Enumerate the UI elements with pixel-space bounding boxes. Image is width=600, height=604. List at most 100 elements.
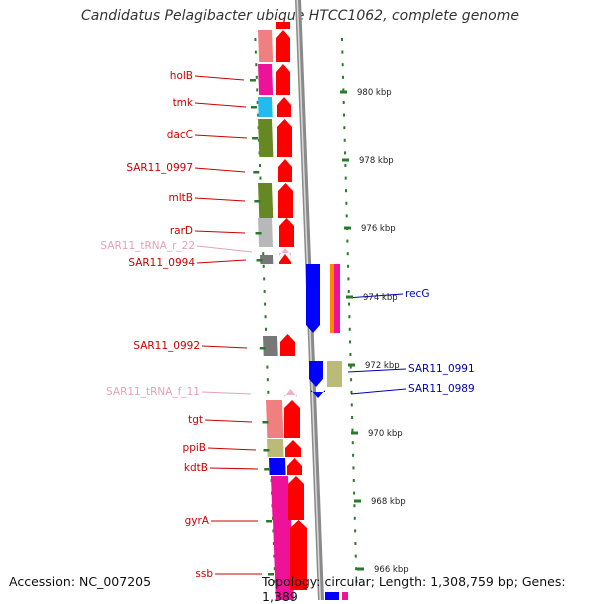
gene-label-sar11-0994[interactable]: SAR11_0994: [128, 257, 195, 269]
gene-label-tgt[interactable]: tgt: [188, 414, 203, 426]
outer-tick-dot: [348, 327, 351, 331]
outer-tick-dot: [353, 504, 356, 508]
gene-leader-line: [196, 259, 247, 264]
forward-gene-arrow[interactable]: [277, 119, 292, 157]
outer-tick-dot: [352, 466, 355, 470]
forward-gene-arrow[interactable]: [276, 22, 290, 29]
scale-tick-label: 972 kbp: [365, 361, 400, 371]
trna-arrow[interactable]: [284, 389, 297, 397]
forward-gene-arrow[interactable]: [284, 400, 300, 438]
gene-label-holb[interactable]: holB: [170, 70, 193, 82]
forward-gene-arrow[interactable]: [276, 30, 290, 62]
inner-tick-dot: [255, 63, 258, 67]
forward-gene-arrow[interactable]: [288, 476, 304, 520]
gene-leader-line: [345, 293, 404, 299]
scale-tick: [342, 158, 349, 162]
inner-scale-tick: [253, 171, 260, 174]
outer-tick-dot: [343, 138, 346, 142]
outer-tick-dot: [347, 264, 350, 268]
scale-tick: [354, 499, 361, 503]
forward-gene-arrow[interactable]: [290, 520, 307, 590]
gene-label-sar11-0989[interactable]: SAR11_0989: [408, 383, 475, 395]
gene-label-rard[interactable]: rarD: [170, 225, 193, 237]
gene-label-ppib[interactable]: ppiB: [183, 442, 206, 454]
outer-tick-dot: [354, 529, 357, 533]
inner-scale-tick: [252, 137, 259, 140]
cog-color-block: [269, 458, 286, 475]
outer-tick-dot: [351, 441, 354, 445]
reverse-gene-arrow[interactable]: [325, 592, 339, 600]
outer-tick-dot: [350, 403, 353, 407]
gene-leader-line: [209, 467, 259, 470]
cog-color-block: [327, 361, 337, 387]
reverse-gene-arrow[interactable]: [311, 390, 325, 398]
gene-label-gyra[interactable]: gyrA: [185, 515, 210, 527]
outer-tick-dot: [341, 63, 344, 67]
inner-tick-dot: [264, 315, 267, 319]
cog-color-block: [258, 218, 274, 247]
gene-label-sar11-0997[interactable]: SAR11_0997: [126, 162, 193, 174]
inner-scale-tick: [249, 79, 256, 82]
inner-scale-tick: [262, 421, 269, 424]
inner-tick-dot: [263, 290, 266, 293]
gene-label-sar11-0991[interactable]: SAR11_0991: [408, 363, 475, 375]
gene-leader-line: [207, 447, 257, 451]
outer-tick-dot: [342, 101, 345, 104]
forward-gene-arrow[interactable]: [279, 218, 294, 247]
gene-label-recg[interactable]: recG: [405, 288, 429, 300]
outer-tick-dot: [354, 554, 357, 558]
trna-arrow[interactable]: [279, 248, 291, 256]
outer-tick-dot: [351, 416, 354, 419]
gene-label-mltb[interactable]: mltB: [169, 192, 193, 204]
gene-leader-line: [201, 345, 248, 349]
scale-tick-label: 976 kbp: [361, 224, 396, 234]
inner-tick-dot: [266, 365, 269, 369]
scale-tick-label: 966 kbp: [374, 565, 409, 575]
cog-color-block: [342, 592, 348, 600]
cog-color-block: [336, 361, 342, 387]
gene-label-dacc[interactable]: dacC: [167, 129, 193, 141]
forward-gene-arrow[interactable]: [285, 440, 301, 457]
cog-color-block: [334, 264, 340, 333]
inner-scale-tick: [268, 573, 275, 576]
gene-label-sar11-trna-r-22[interactable]: SAR11_tRNA_r_22: [100, 240, 195, 252]
outer-tick-dot: [355, 579, 358, 583]
cog-color-block: [330, 264, 336, 333]
gene-leader-line: [194, 167, 246, 173]
outer-tick-dot: [342, 75, 345, 79]
inner-scale-tick: [254, 200, 261, 203]
inner-scale-tick: [264, 468, 271, 471]
inner-tick-dot: [267, 390, 270, 394]
gene-label-sar11-trna-f-11[interactable]: SAR11_tRNA_f_11: [106, 386, 200, 398]
gene-label-sar11-0992[interactable]: SAR11_0992: [133, 340, 200, 352]
outer-tick-dot: [348, 315, 351, 319]
gene-label-ssb[interactable]: ssb: [195, 568, 213, 580]
forward-gene-arrow[interactable]: [278, 159, 292, 182]
gene-label-tmk[interactable]: tmk: [173, 97, 194, 109]
forward-gene-arrow[interactable]: [287, 458, 302, 475]
reverse-gene-arrow[interactable]: [309, 361, 323, 387]
reverse-gene-arrow[interactable]: [306, 264, 320, 333]
scale-tick: [357, 567, 364, 571]
outer-tick-dot: [348, 302, 351, 306]
forward-gene-arrow[interactable]: [277, 97, 291, 117]
inner-scale-tick: [255, 232, 262, 235]
inner-scale-tick: [256, 259, 263, 262]
scale-tick: [340, 90, 347, 94]
gene-leader-line: [350, 388, 407, 395]
outer-tick-dot: [341, 38, 344, 41]
forward-gene-arrow[interactable]: [278, 183, 293, 218]
forward-gene-arrow[interactable]: [279, 254, 291, 264]
outer-tick-dot: [353, 491, 356, 495]
outer-tick-dot: [345, 189, 348, 193]
outer-tick-dot: [343, 126, 346, 130]
forward-gene-arrow[interactable]: [276, 64, 290, 95]
forward-gene-arrow[interactable]: [280, 334, 295, 356]
gene-leader-line: [347, 368, 407, 373]
cog-color-block: [273, 520, 294, 600]
outer-tick-dot: [344, 176, 347, 180]
gene-label-kdtb[interactable]: kdtB: [184, 462, 208, 474]
scale-tick-label: 968 kbp: [371, 497, 406, 507]
scale-tick: [346, 295, 353, 299]
